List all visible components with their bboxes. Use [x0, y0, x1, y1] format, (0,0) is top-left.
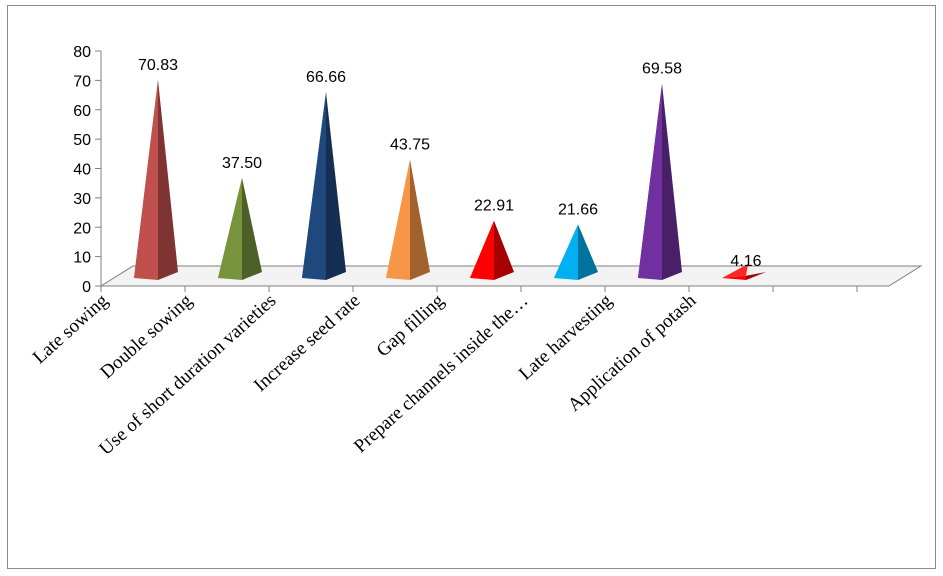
pyramid-side-face — [746, 272, 766, 280]
data-label: 4.16 — [730, 253, 761, 270]
pyramid-bar-2 — [218, 177, 262, 280]
pyramid-front-face — [386, 159, 410, 280]
data-label: 22.91 — [474, 198, 514, 215]
pyramid-side-face — [494, 220, 514, 280]
y-tick-label: 70 — [73, 73, 91, 90]
chart-frame — [7, 5, 936, 569]
y-tick-label: 50 — [73, 132, 91, 149]
x-tick-label: Late sowing — [29, 290, 113, 368]
data-label: 70.83 — [138, 57, 178, 74]
x-tick-label: Prepare channels inside the… — [350, 290, 532, 457]
pyramid-front-face — [218, 177, 242, 280]
y-tick-label: 20 — [73, 220, 91, 237]
pyramid-bar-5 — [470, 220, 514, 280]
pyramid-front-face — [638, 83, 662, 280]
pyramid-side-face — [662, 83, 682, 280]
pyramid-side-face — [578, 224, 598, 280]
pyramid-back-face — [722, 264, 748, 278]
data-label: 66.66 — [306, 69, 346, 86]
chart-marks — [134, 79, 766, 280]
data-label: 21.66 — [558, 201, 598, 218]
pyramid-side-face — [158, 79, 178, 280]
data-label: 43.75 — [390, 136, 430, 153]
pyramid-bar-4 — [386, 159, 430, 280]
pyramid-front-face — [722, 275, 746, 280]
pyramid-bar-1 — [134, 79, 178, 280]
x-tick-label: Gap filling — [373, 290, 449, 361]
pyramid-bar-3 — [302, 92, 346, 280]
pyramid-front-face — [134, 79, 158, 280]
y-tick-label: 30 — [73, 191, 91, 208]
pyramid-side-face — [410, 159, 430, 280]
y-tick-label: 0 — [82, 279, 91, 296]
data-label: 69.58 — [642, 61, 682, 78]
pyramid-bar-8 — [722, 264, 766, 280]
data-label: 37.50 — [222, 155, 262, 172]
pyramid-bar-7 — [638, 83, 682, 280]
pyramid-front-face — [554, 224, 578, 280]
pyramid-bar-6 — [554, 224, 598, 280]
pyramid-front-face — [470, 220, 494, 280]
x-tick-label: Use of short duration varieties — [95, 290, 280, 460]
pyramid-side-face — [326, 92, 346, 280]
pyramid-side-face — [242, 177, 262, 280]
pyramid-front-face — [302, 92, 326, 280]
y-tick-label: 60 — [73, 103, 91, 120]
y-tick-label: 80 — [73, 44, 91, 61]
y-tick-label: 10 — [73, 250, 91, 267]
y-tick-label: 40 — [73, 162, 91, 179]
